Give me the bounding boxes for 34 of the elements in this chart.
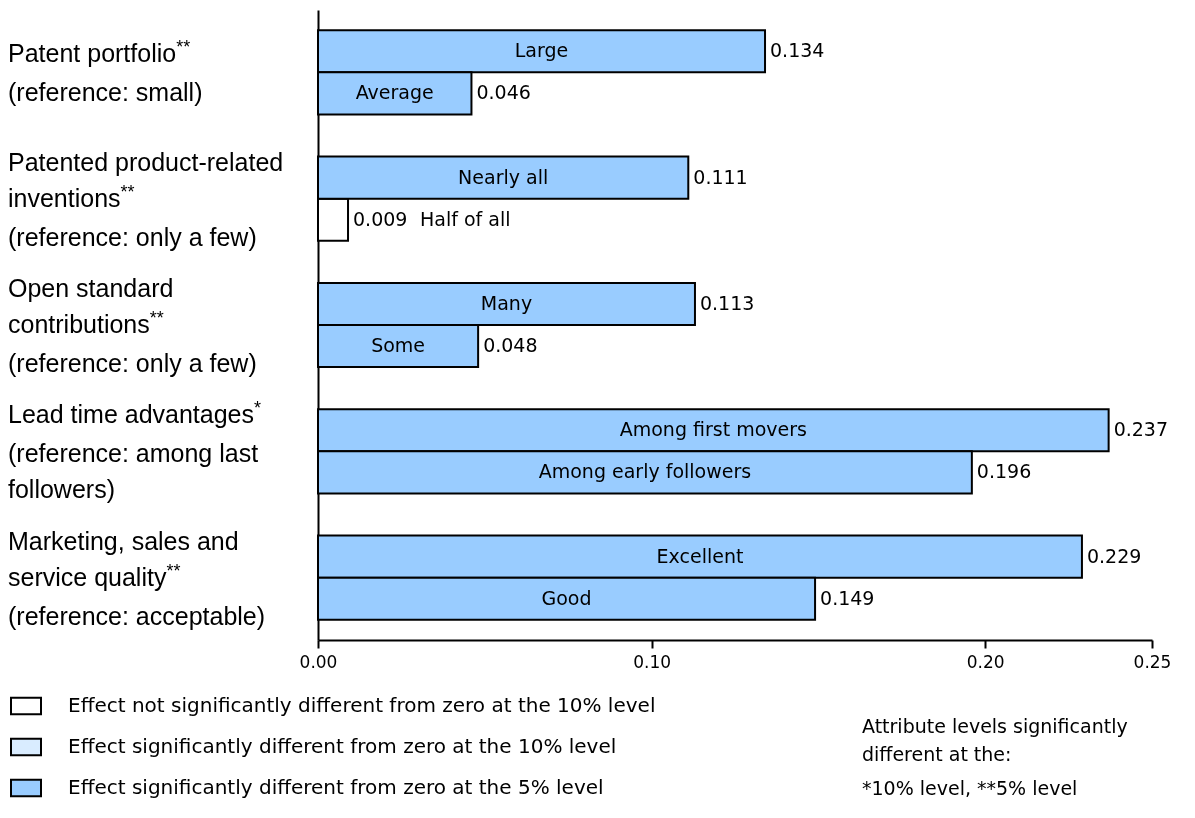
y-tick-label: Among early followers [538,460,752,483]
text: Patented product-related inventions$^{**}$ (reference: only a few) [8,146,285,253]
y-tick-label: Excellent [656,544,744,567]
y-tick-label: Many [480,291,533,314]
text: Marketing, sales and service quality$^{**}$ (reference: acceptable) [8,525,267,632]
x-tick-label: 0.25 [1133,651,1172,672]
text: Lead time advantages$^{*}$ (reference: among last followers) [8,396,263,505]
data-label: 0.113 [699,291,755,314]
y-tick-label: Good [541,586,592,609]
x-tick-label: 0.20 [966,651,1005,672]
text: *10% level, **5% level [862,776,1079,801]
y-tick-label: Some [371,334,426,357]
data-label: 0.229 [1086,544,1142,567]
data-label: 0.048 [483,334,538,357]
data-label: 0.009 [353,207,408,230]
legend-label: Effect not significantly different from zero at the 10% level [68,693,656,717]
legend-label: Effect significantly different from zero at the 10% level [68,734,617,758]
data-label: 0.111 [693,165,748,188]
y-tick-label: Large [514,39,569,62]
y-tick-label: Nearly all [458,165,549,188]
data-label: 0.046 [476,81,531,104]
text: Attribute levels significantly different at the: [862,714,1129,767]
text: Patent portfolio$^{**}$ (reference: small) [8,35,204,108]
legend-label: Effect significantly different from zero at the 5% level [68,775,604,799]
text: Open standard contributions$^{**}$ (reference: only a few) [8,272,258,379]
data-label: 0.237 [1113,418,1169,441]
y-tick-label: Average [355,81,434,104]
y-tick-label: Half of all [420,207,511,230]
x-tick-label: 0.10 [633,651,672,672]
y-tick-label: Among first movers [619,418,807,441]
data-label: 0.134 [770,39,825,62]
x-tick-label: 0.00 [299,651,338,672]
data-label: 0.196 [976,460,1032,483]
data-label: 0.149 [820,586,875,609]
